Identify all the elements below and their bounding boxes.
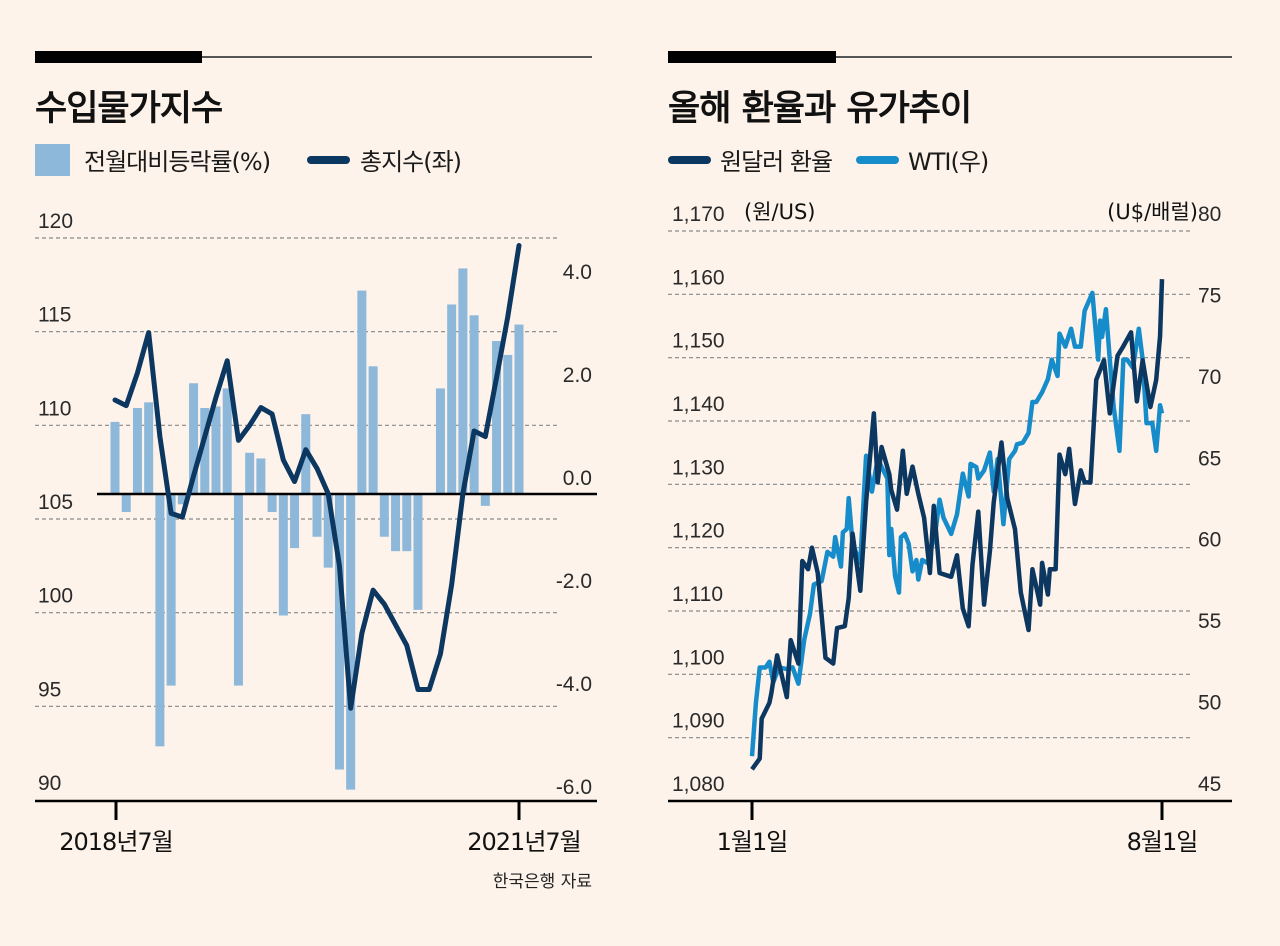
left-header-bar [35,51,202,63]
change-bar [514,324,524,494]
change-bar [357,290,367,494]
change-bar [166,494,176,686]
left-axis-tick: 1,090 [672,710,725,733]
left-axis-tick: 1,160 [672,266,725,289]
change-bar [233,494,243,686]
change-bar [121,494,131,513]
line-swatch-icon [307,156,350,164]
change-bar [245,452,255,494]
change-bar [503,354,513,494]
change-bar [458,268,468,494]
left-tick-labels: 120 115 110 105 100 95 90 4.0 2.0 0.0 -2.0 -4.0 -6.0 [38,210,592,799]
change-bar [480,494,490,506]
left-axis-tick: 105 [38,491,73,514]
legend-label-bars: 전월대비등락률(%) [84,148,271,176]
left-axis-tick: 90 [38,772,61,795]
left-axis-tick: 1,110 [672,583,723,606]
change-bar [256,458,266,494]
left-x-label-end: 2021년7월 [467,828,581,856]
right-header-bar [668,51,836,63]
right-axis-tick: 80 [1198,203,1221,226]
index-line [112,242,522,711]
change-bar [200,407,210,494]
right-axis-tick: 60 [1198,529,1221,552]
bar-swatch-icon [35,144,70,176]
legend-label-index: 총지수(좌) [360,148,462,176]
right-x-label-start: 1월1일 [717,828,788,856]
right-axis-tick: 45 [1198,773,1221,796]
left-axis-tick: 1,170 [672,203,725,226]
right-unit-label: (U$/배럴) [1107,200,1198,224]
line-swatch-icon [668,156,711,164]
source-note: 한국은행 자료 [493,872,592,892]
change-bar [368,366,378,494]
legend-label-won: 원달러 환율 [720,148,833,176]
won-line [750,279,1165,771]
right-axis-tick: -6.0 [556,776,592,799]
left-unit-label: (원/US) [744,200,815,224]
change-bar [402,494,412,552]
change-bar [413,494,423,610]
right-axis-tick: -4.0 [556,673,592,696]
left-header-rule [202,56,592,58]
left-chart-title: 수입물가지수 [35,89,223,129]
right-axis-tick: 65 [1198,447,1221,470]
right-axis-tick: 70 [1198,366,1221,389]
right-x-label-end: 8월1일 [1127,828,1198,856]
change-bar [379,494,389,537]
change-bar [447,304,457,494]
left-axis-tick: 115 [38,304,71,327]
change-bar [278,494,288,616]
left-x-label-start: 2018년7월 [59,828,173,856]
left-axis-tick: 120 [38,210,73,233]
right-axis-tick: 2.0 [563,364,592,387]
change-bar [211,406,221,494]
left-axis-tick: 1,130 [672,456,725,479]
left-axis-tick: 1,080 [672,773,725,796]
change-bar [189,383,199,494]
wti-line [749,290,1165,757]
change-bar [144,402,154,494]
change-bar [492,341,502,494]
right-axis-tick: 0.0 [563,467,592,490]
right-chart-title: 올해 환율과 유가추이 [668,89,972,129]
right-gridlines [668,230,1190,739]
change-bar [110,421,120,494]
left-axis-tick: 95 [38,678,61,701]
left-axis-tick: 1,140 [672,393,725,416]
left-axis-tick: 1,120 [672,520,725,543]
change-bar [222,388,232,494]
right-axis-tick: 4.0 [563,261,592,284]
legend-label-wti: WTI(우) [908,148,989,176]
right-axis-tick: 50 [1198,692,1221,715]
right-axis-tick: -2.0 [556,570,592,593]
line-swatch-icon [856,156,899,164]
change-bar [435,388,445,494]
left-axis-tick: 110 [38,397,71,420]
change-bar [334,494,344,770]
right-tick-labels: 1,170 1,160 1,150 1,140 1,130 1,120 1,110 1,100… [672,203,1221,796]
left-axis-tick: 1,150 [672,330,725,353]
left-axis-tick: 100 [38,585,73,608]
right-header-rule [836,56,1232,58]
change-bar [312,494,322,537]
change-bar [177,494,187,505]
right-axis-tick: 75 [1198,284,1221,307]
change-bar [132,407,142,494]
change-bar [290,494,300,549]
change-bar [391,494,401,552]
change-bar [155,494,165,747]
change-bar [469,315,479,494]
change-bar [346,494,356,790]
change-bar [267,494,277,513]
left-axis-tick: 1,100 [672,646,725,669]
left-bars [110,268,524,790]
change-bar [323,494,333,568]
right-axis-tick: 55 [1198,610,1221,633]
